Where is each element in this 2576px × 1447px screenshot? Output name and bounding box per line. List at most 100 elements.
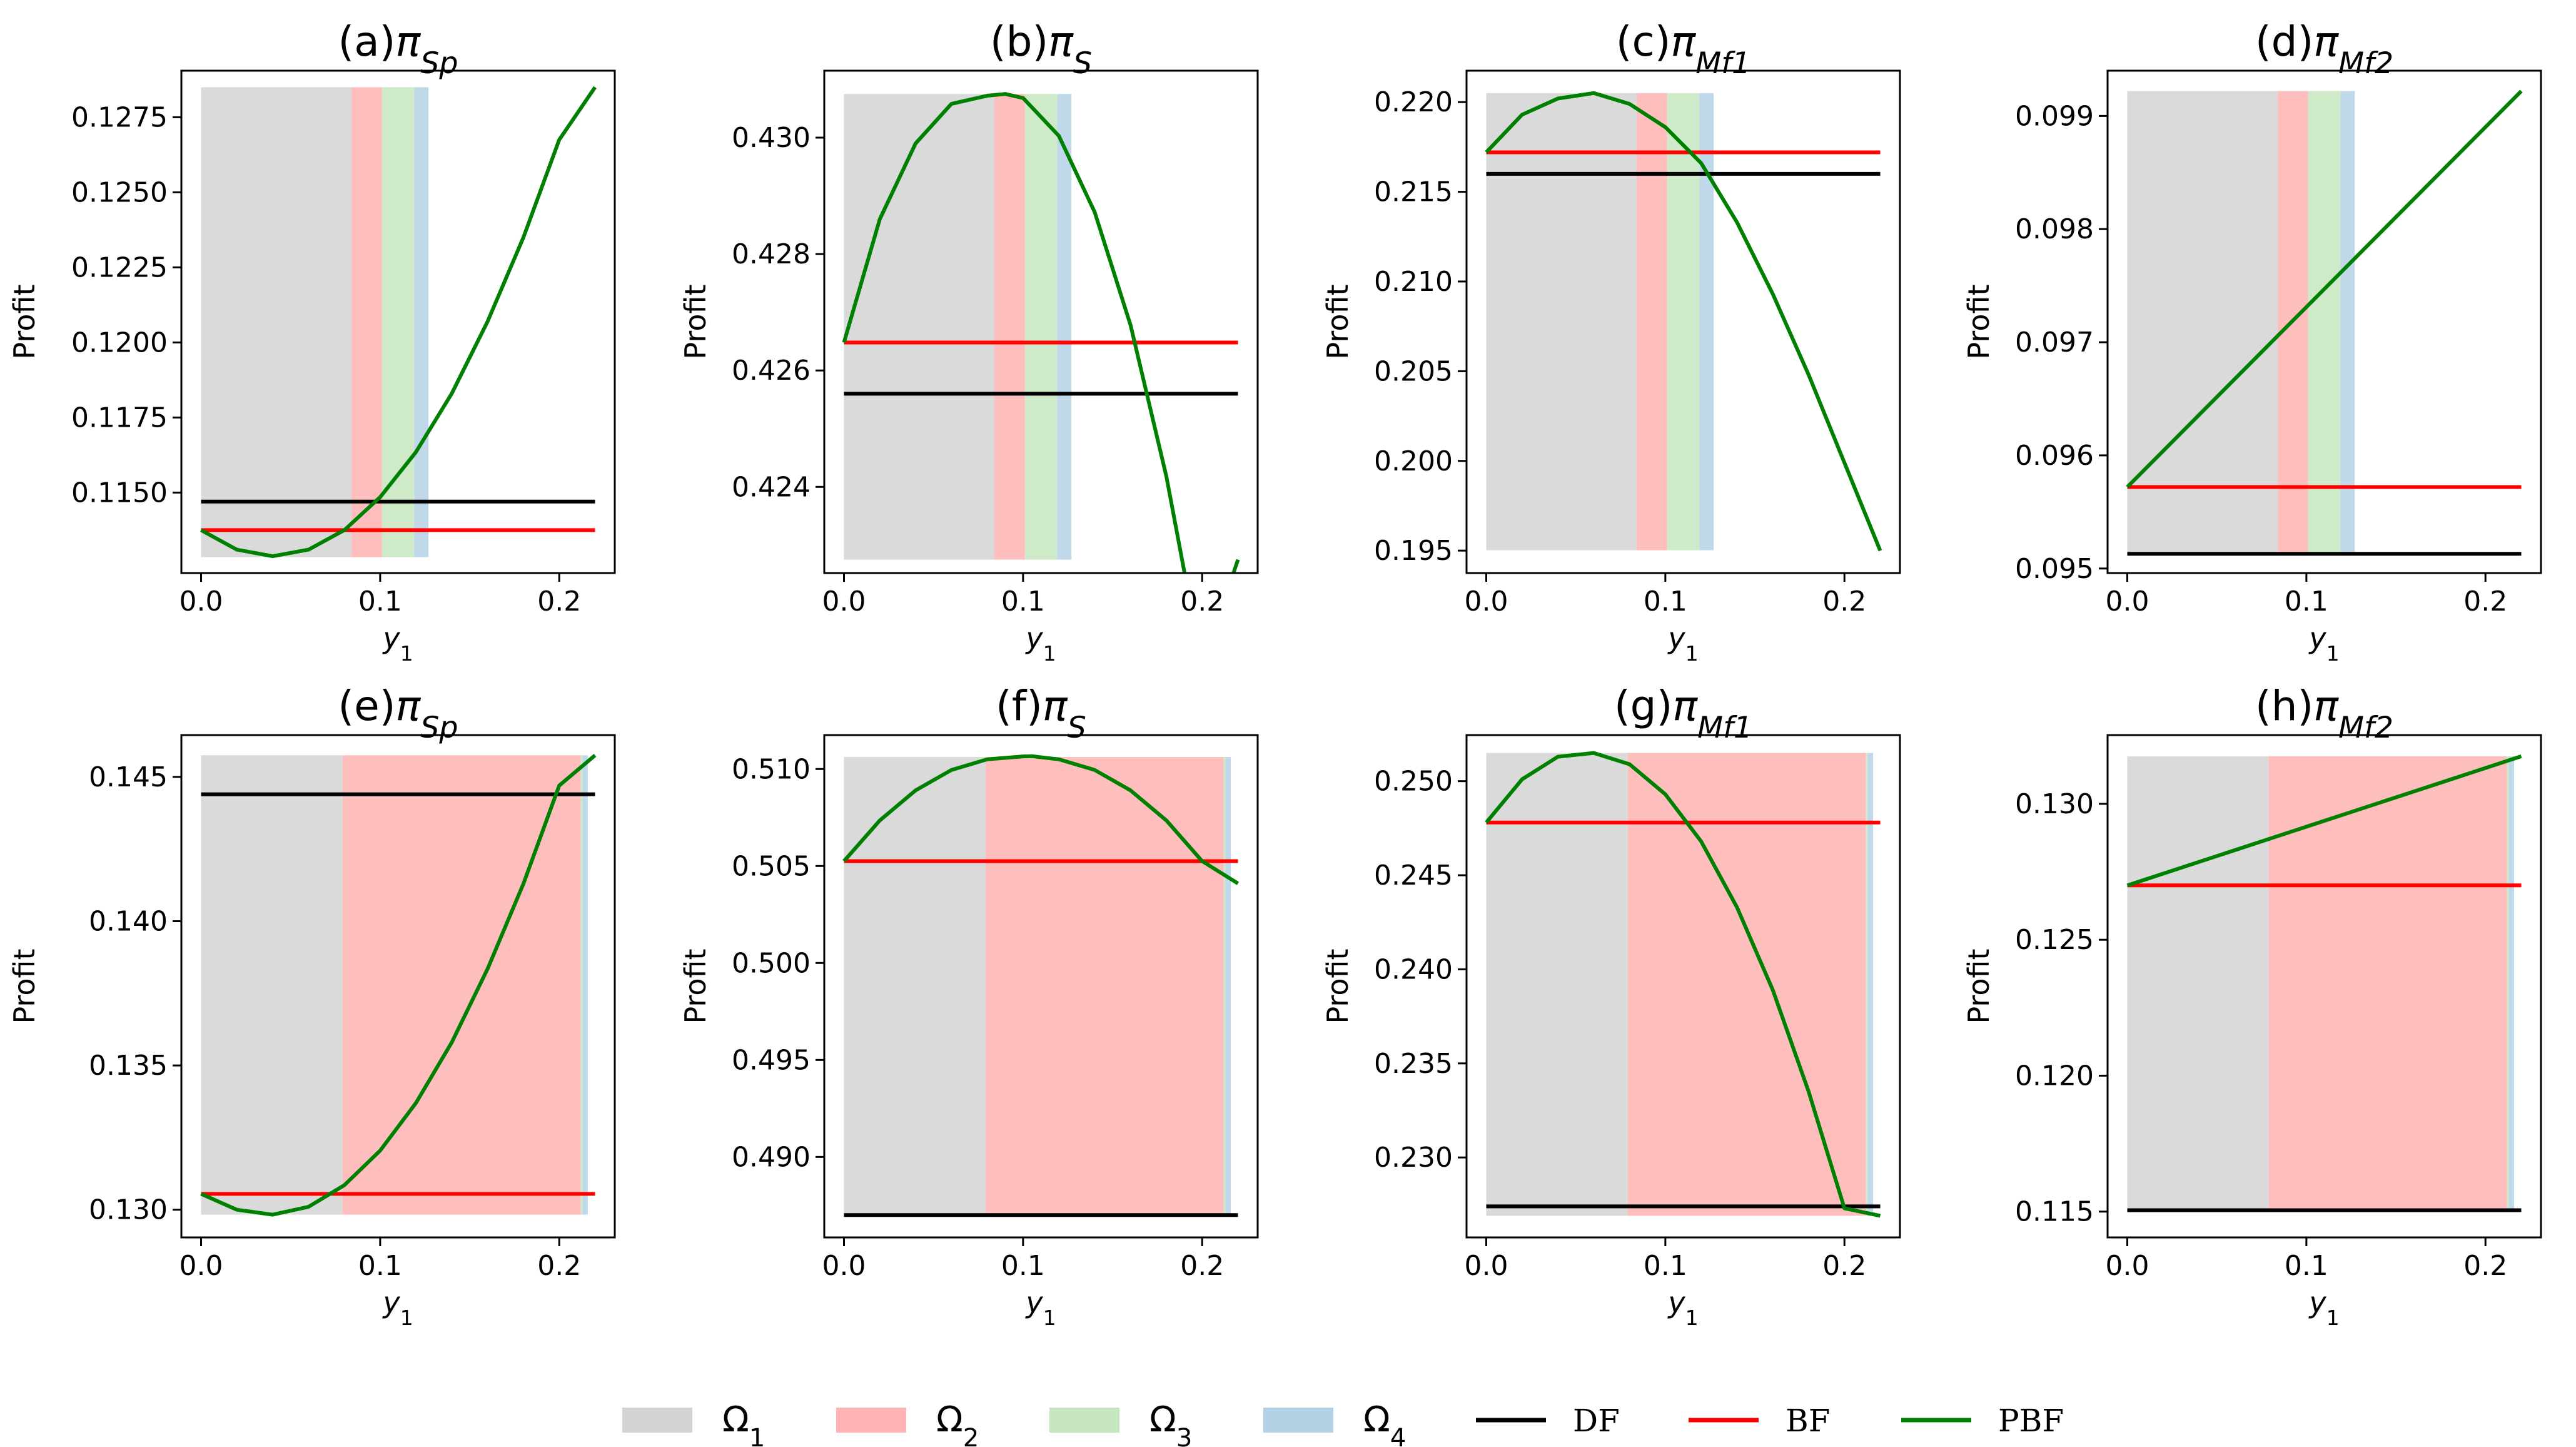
region-omega1 <box>844 94 995 560</box>
series-lines <box>842 754 1240 1217</box>
y-tick-label: 0.130 <box>89 1194 168 1226</box>
legend: Ω1 Ω2 Ω3 Ω4 DF BF PBF <box>622 1399 2064 1447</box>
y-axis-label: Profit <box>1962 949 1996 1024</box>
region-omega2 <box>2268 756 2507 1211</box>
series-pbf <box>2126 754 2522 888</box>
legend-label: PBF <box>1998 1403 2064 1439</box>
region-spans <box>201 87 429 557</box>
legend-label: Ω2 <box>936 1399 979 1447</box>
x-tick-label: 0.1 <box>2285 1250 2328 1282</box>
y-tick-label: 0.115 <box>2015 1196 2094 1228</box>
panel-title: (d)πMf2 <box>2255 18 2393 81</box>
region-omega1 <box>201 755 343 1215</box>
legend-label: DF <box>1573 1403 1620 1439</box>
legend-label: BF <box>1786 1403 1830 1439</box>
y-tick-label: 0.145 <box>89 761 168 793</box>
y-tick-label: 0.230 <box>1374 1142 1453 1174</box>
y-axis-label: Profit <box>679 285 712 360</box>
axes-frame <box>2106 69 2542 574</box>
series-lines <box>842 92 1240 573</box>
region-omega4 <box>2508 756 2515 1211</box>
region-omega1 <box>2127 91 2278 554</box>
axes-frame <box>823 69 1259 574</box>
panel-title: (f)πS <box>996 682 1086 745</box>
x-tick-label: 0.0 <box>822 586 866 617</box>
legend-swatch <box>836 1408 906 1433</box>
panel-title: (a)πSp <box>338 18 458 81</box>
y-tick-label: 0.200 <box>1374 445 1453 477</box>
x-tick-label: 0.2 <box>2463 586 2507 617</box>
region-omega3 <box>1223 757 1226 1216</box>
y-axis-label: Profit <box>1321 285 1355 360</box>
x-tick-label: 0.1 <box>1644 1250 1687 1282</box>
legend-label: Ω3 <box>1149 1399 1192 1447</box>
legend-label: Ω4 <box>1363 1399 1406 1447</box>
axes-frame <box>2106 734 2542 1239</box>
x-axis-label: y1 <box>381 1286 413 1330</box>
y-tick-label: 0.500 <box>732 947 811 979</box>
x-axis-label: y1 <box>2308 621 2339 666</box>
y-axis-label: Profit <box>8 285 41 360</box>
y-tick-label: 0.1200 <box>71 327 168 358</box>
legend-swatch <box>1049 1408 1119 1433</box>
axes-frame <box>823 734 1259 1239</box>
region-omega1 <box>1486 753 1628 1216</box>
panel-title: (e)πSp <box>338 682 458 745</box>
x-tick-label: 0.2 <box>1180 1250 1224 1282</box>
legend-item-omega1: Ω1 <box>622 1399 765 1447</box>
series-lines <box>1485 91 1882 552</box>
panel-title: (h)πMf2 <box>2255 682 2393 745</box>
region-spans <box>844 757 1231 1216</box>
x-tick-label: 0.2 <box>537 586 581 617</box>
legend-item-omega4: Ω4 <box>1263 1399 1406 1447</box>
region-spans <box>2127 756 2515 1211</box>
y-tick-label: 0.235 <box>1374 1048 1453 1080</box>
panel-title: (g)πMf1 <box>1614 682 1752 745</box>
region-spans <box>844 94 1072 560</box>
y-tick-label: 0.205 <box>1374 355 1453 387</box>
region-omega4 <box>1057 94 1072 560</box>
region-omega2 <box>994 94 1025 560</box>
panel-c: 0.0 0.1 0.2 0.195 0.200 0.205 0.210 0.215 0.220 (… <box>1321 18 1901 666</box>
y-tick-label: 0.099 <box>2015 100 2094 132</box>
y-tick-label: 0.098 <box>2015 213 2094 245</box>
region-omega2 <box>351 87 382 557</box>
y-tick-label: 0.428 <box>732 238 811 270</box>
y-tick-label: 0.426 <box>732 355 811 387</box>
x-tick-label: 0.1 <box>1001 586 1045 617</box>
series-lines <box>2126 89 2523 556</box>
y-tick-label: 0.120 <box>2015 1060 2094 1092</box>
region-omega2 <box>1627 753 1866 1216</box>
y-tick-label: 0.135 <box>89 1050 168 1082</box>
y-tick-label: 0.1225 <box>71 251 168 283</box>
y-tick-label: 0.1150 <box>71 477 168 509</box>
legend-label: Ω1 <box>722 1399 765 1447</box>
region-spans <box>201 755 588 1215</box>
panel-title: (b)πS <box>990 18 1092 81</box>
region-omega4 <box>1699 93 1714 551</box>
series-pbf <box>842 92 1240 573</box>
y-tick-label: 0.510 <box>732 753 811 785</box>
x-axis-label: y1 <box>1024 621 1056 666</box>
series-lines <box>200 86 597 559</box>
series-pbf <box>1485 751 1881 1218</box>
y-tick-label: 0.210 <box>1374 266 1453 298</box>
x-tick-label: 0.1 <box>358 586 402 617</box>
series-pbf <box>1485 91 1882 552</box>
y-tick-label: 0.430 <box>732 122 811 154</box>
y-axis-label: Profit <box>8 949 41 1024</box>
x-tick-label: 0.1 <box>1001 1250 1045 1282</box>
panel-h: 0.0 0.1 0.2 0.115 0.120 0.125 0.130 (h)πMf2 y1 Pr… <box>1962 682 2542 1330</box>
legend-swatch <box>1263 1408 1333 1433</box>
region-spans <box>1486 93 1714 551</box>
x-tick-label: 0.2 <box>1822 586 1866 617</box>
region-omega1 <box>2127 756 2269 1211</box>
panel-title: (c)πMf1 <box>1616 18 1751 81</box>
region-spans <box>2127 91 2355 554</box>
y-tick-label: 0.215 <box>1374 176 1453 208</box>
y-tick-label: 0.097 <box>2015 327 2094 358</box>
series-pbf <box>200 86 597 559</box>
y-tick-label: 0.490 <box>732 1141 811 1173</box>
region-omega3 <box>580 755 583 1215</box>
